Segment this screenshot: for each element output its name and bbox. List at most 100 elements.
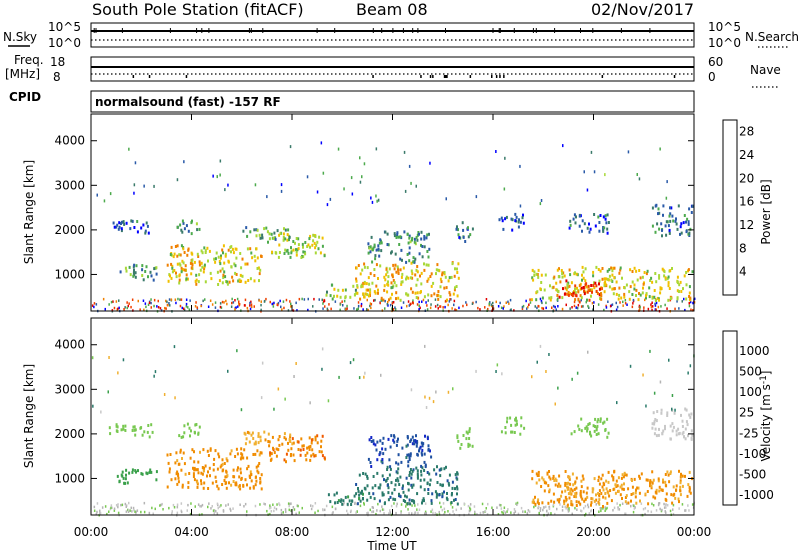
echo-cell [395, 478, 397, 482]
echo-cell [420, 469, 423, 473]
echo-cell [283, 458, 286, 462]
echo-cell [354, 293, 356, 297]
sparse-cell [153, 184, 155, 188]
echo-cell [536, 273, 539, 276]
echo-cell [236, 468, 239, 472]
echo-cell [603, 277, 606, 281]
clutter-cell [211, 505, 213, 508]
echo-cell [454, 498, 457, 501]
clutter-cell [289, 502, 291, 506]
echo-cell [574, 221, 577, 225]
echo-cell [258, 272, 261, 276]
clutter-cell [129, 509, 131, 512]
clutter-cell [473, 505, 476, 508]
echo-cell [363, 265, 366, 269]
clutter-cell [615, 301, 617, 305]
echo-cell [283, 227, 285, 231]
clutter-cell [249, 304, 251, 307]
echo-cell [133, 263, 136, 267]
clutter-cell [408, 304, 411, 307]
clutter-cell [631, 305, 634, 309]
echo-cell [598, 279, 601, 283]
echo-cell [664, 276, 667, 280]
clutter-cell [165, 307, 167, 310]
echo-cell [399, 257, 402, 261]
echo-cell [145, 221, 148, 225]
echo-cell [531, 477, 534, 481]
sparse-cell [539, 202, 542, 206]
clutter-cell [521, 305, 524, 309]
clutter-cell [111, 506, 113, 510]
clutter-cell [683, 297, 685, 301]
echo-cell [383, 478, 385, 482]
sparse-cell [536, 360, 538, 364]
clutter-cell [113, 306, 116, 310]
sparse-cell [260, 396, 263, 400]
clutter-cell [324, 305, 326, 308]
echo-cell [426, 233, 429, 237]
echo-cell [226, 459, 229, 463]
clutter-cell [453, 513, 455, 516]
echo-cell [217, 255, 220, 259]
echo-cell [428, 232, 430, 236]
echo-cell [115, 225, 118, 229]
echo-cell [133, 428, 136, 432]
clutter-cell [307, 297, 309, 301]
echo-cell [504, 426, 507, 429]
echo-cell [353, 494, 356, 498]
echo-cell [663, 270, 666, 274]
clutter-cell [301, 506, 303, 510]
echo-cell [368, 491, 371, 495]
clutter-cell [551, 306, 553, 309]
clutter-cell [527, 305, 529, 309]
echo-cell [675, 222, 678, 226]
echo-cell [339, 499, 342, 503]
echo-cell [688, 413, 691, 417]
clutter-cell [127, 304, 129, 308]
echo-cell [680, 231, 683, 235]
clutter-cell [147, 303, 150, 306]
clutter-cell [150, 301, 152, 305]
clutter-cell [651, 502, 653, 506]
echo-cell [183, 251, 186, 254]
echo-cell [657, 433, 660, 437]
clutter-cell [413, 513, 416, 516]
echo-cell [192, 472, 195, 476]
echo-cell [516, 422, 518, 426]
echo-cell [669, 219, 672, 223]
clutter-cell [613, 506, 616, 510]
clutter-cell [282, 300, 285, 303]
echo-cell [636, 278, 639, 282]
echo-cell [180, 270, 183, 274]
sparse-cell [495, 370, 497, 373]
echo-cell [654, 427, 657, 431]
clutter-cell [238, 302, 240, 305]
clutter-cell [479, 511, 482, 515]
echo-cell [679, 485, 682, 489]
echo-cell [196, 252, 199, 256]
echo-cell [612, 476, 615, 480]
clutter-cell [467, 504, 470, 508]
echo-cell [655, 299, 657, 302]
echo-cell [446, 298, 448, 302]
echo-cell [430, 455, 433, 459]
echo-cell [377, 486, 380, 490]
clutter-cell [303, 298, 306, 301]
clutter-cell [276, 303, 278, 306]
echo-cell [557, 290, 560, 294]
echo-cell [372, 492, 375, 496]
echo-cell [456, 434, 459, 438]
clutter-cell [117, 307, 119, 311]
echo-cell [581, 474, 584, 478]
echo-cell [569, 219, 572, 223]
echo-cell [611, 287, 614, 291]
clutter-cell [451, 307, 453, 310]
echo-cell [386, 232, 389, 236]
clutter-cell [685, 509, 687, 512]
echo-cell [395, 443, 398, 447]
echo-cell [578, 214, 581, 218]
clutter-cell [588, 512, 591, 515]
echo-cell [261, 236, 264, 240]
echo-cell [570, 501, 573, 504]
